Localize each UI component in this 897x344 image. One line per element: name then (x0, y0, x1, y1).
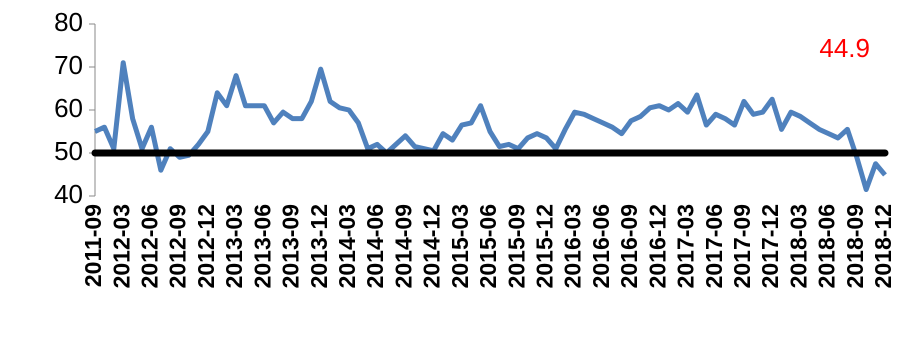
x-tick-label: 2013-06 (249, 204, 275, 288)
x-tick-label: 2011-09 (80, 204, 106, 287)
x-tick-label: 2017-06 (701, 204, 727, 288)
x-tick-label: 2013-03 (221, 204, 247, 288)
y-tick-label: 60 (54, 93, 83, 123)
x-tick-label: 2015-06 (475, 204, 501, 288)
x-tick-label: 2012-06 (137, 204, 163, 288)
x-tick-label: 2018-09 (842, 204, 868, 288)
data-line (93, 60, 887, 193)
x-tick-label: 2013-12 (306, 204, 332, 288)
y-tick-label: 70 (54, 50, 83, 80)
y-tick-label: 50 (54, 136, 83, 166)
x-tick-label: 2015-09 (503, 204, 529, 288)
x-tick-label: 2012-09 (165, 204, 191, 288)
x-tick-label: 2015-03 (447, 204, 473, 288)
x-tick-label: 2012-03 (108, 204, 134, 288)
x-tick-label: 2018-06 (814, 204, 840, 288)
x-tick-label: 2017-03 (673, 204, 699, 288)
x-tick-label: 2016-12 (644, 204, 670, 288)
x-tick-label: 2016-06 (588, 204, 614, 288)
x-tick-label: 2016-03 (560, 204, 586, 288)
x-tick-label: 2014-06 (362, 204, 388, 288)
annotation: 44.9 (819, 33, 870, 63)
y-tick-label: 80 (54, 7, 83, 37)
x-tick-label: 2018-12 (870, 204, 896, 288)
y-tick-label: 40 (54, 179, 83, 209)
x-tick-label: 2018-03 (785, 204, 811, 288)
x-tick-label: 2014-03 (334, 204, 360, 288)
x-tick-label: 2015-12 (532, 204, 558, 288)
x-tick-label: 2016-09 (616, 204, 642, 288)
x-tick-label: 2012-12 (193, 204, 219, 288)
x-tick-label: 2014-09 (390, 204, 416, 288)
x-tick-label: 2017-09 (729, 204, 755, 288)
x-tick-label: 2017-12 (757, 204, 783, 288)
x-tick-label: 2014-12 (419, 204, 445, 288)
x-tick-label: 2013-09 (278, 204, 304, 288)
